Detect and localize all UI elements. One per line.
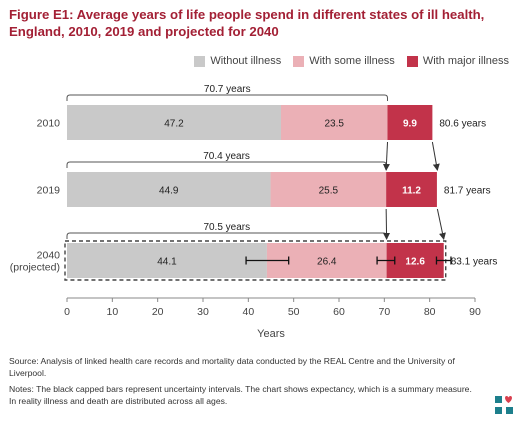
trend-arrow-0	[382, 141, 390, 171]
x-tick-label-40: 40	[242, 306, 254, 318]
x-axis-title: Years	[257, 328, 285, 340]
legend-label-without-illness: Without illness	[210, 55, 282, 67]
healthy-span-label-2019: 70.4 years	[203, 151, 250, 162]
bar-label-2040-2: 12.6	[405, 257, 425, 268]
bar-label-2040-0: 44.1	[157, 257, 177, 268]
legend-label-major-illness: With major illness	[422, 55, 509, 67]
bar-2010-2	[387, 105, 433, 140]
bar-label-2010-1: 23.5	[325, 119, 345, 130]
healthy-span-label-2040: 70.5 years	[203, 222, 250, 233]
x-tick-label-30: 30	[197, 306, 209, 318]
x-tick-label-10: 10	[106, 306, 118, 318]
category-label-2040: 2040	[37, 250, 61, 262]
total-label-2040: 83.1 years	[451, 257, 498, 268]
bar-2019-2	[386, 172, 437, 207]
bar-2010-0	[67, 105, 281, 140]
bar-label-2040-1: 26.4	[317, 257, 337, 268]
footnote: Notes: The black capped bars represent u…	[9, 384, 472, 406]
bar-label-2010-0: 47.2	[164, 119, 184, 130]
chart-title: Figure E1: Average years of life people …	[9, 7, 485, 39]
bar-label-2019-2: 11.2	[402, 186, 421, 197]
bar-label-2019-0: 44.9	[159, 186, 179, 197]
bar-2040-2	[386, 243, 444, 278]
bar-2010-1	[280, 105, 388, 140]
legend-swatch-some-illness	[293, 55, 305, 67]
bar-2019-1	[270, 172, 387, 207]
total-label-2010: 80.6 years	[439, 119, 486, 130]
x-tick-label-0: 0	[64, 306, 70, 318]
brand-logo-icon	[495, 396, 513, 414]
x-tick-label-50: 50	[288, 306, 300, 318]
bar-label-2019-1: 25.5	[319, 186, 339, 197]
legend-swatch-without-illness	[194, 55, 206, 67]
category-label-2019: 2019	[37, 185, 61, 197]
bracket-2010	[66, 94, 389, 101]
x-tick-label-90: 90	[469, 306, 481, 318]
legend-item-without-illness: Without illness	[194, 55, 281, 67]
trend-arrow-3	[436, 208, 446, 240]
category-label-2010: 2010	[37, 118, 61, 130]
bracket-2019	[66, 161, 387, 168]
total-label-2019: 81.7 years	[444, 186, 491, 197]
legend: Without illness With some illness With m…	[194, 55, 509, 67]
legend-label-some-illness: With some illness	[309, 55, 395, 67]
x-tick-label-70: 70	[378, 306, 390, 318]
x-tick-label-60: 60	[333, 306, 345, 318]
bar-2019-0	[67, 172, 271, 207]
x-tick-label-20: 20	[152, 306, 164, 318]
bar-2040-0	[67, 243, 267, 278]
legend-item-some-illness: With some illness	[293, 55, 395, 67]
trend-arrow-1	[431, 141, 440, 171]
source-note: Source: Analysis of linked health care r…	[9, 356, 455, 378]
legend-swatch-major-illness	[406, 55, 418, 67]
legend-item-major-illness: With major illness	[406, 55, 509, 67]
x-tick-label-80: 80	[424, 306, 436, 318]
bar-label-2010-2: 9.9	[403, 119, 417, 130]
bracket-2040	[66, 232, 388, 239]
category-label-2040-sub: (projected)	[10, 262, 60, 274]
healthy-span-label-2010: 70.7 years	[204, 84, 251, 95]
